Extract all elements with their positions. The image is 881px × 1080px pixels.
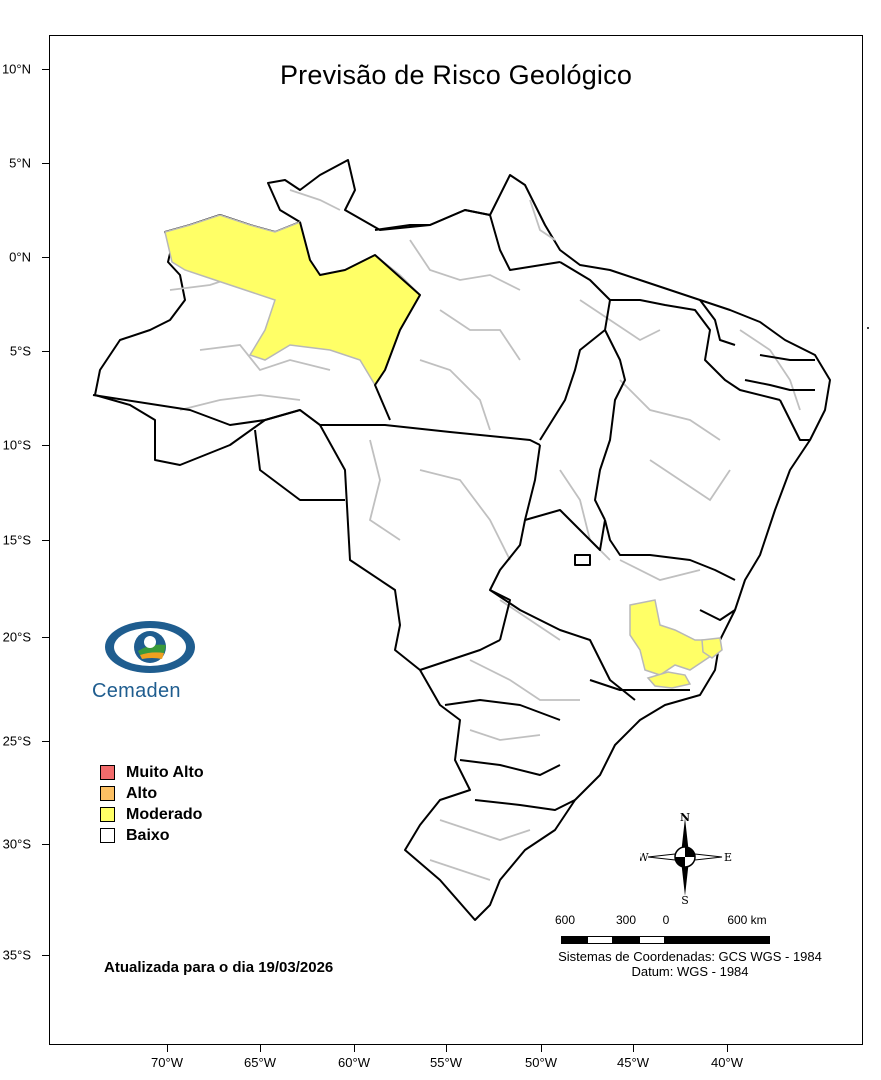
map-title: Previsão de Risco Geológico	[279, 60, 633, 90]
lon-label: 70°W	[151, 1055, 183, 1070]
legend-label: Alto	[126, 784, 158, 802]
lat-label: 5°S	[9, 343, 31, 359]
lat-label: 10°S	[2, 437, 31, 453]
lat-label: 10°N	[1, 61, 31, 77]
compass-rose-icon: N S E W	[640, 811, 732, 905]
lat-label: 0°N	[9, 249, 31, 265]
legend-swatch-alto	[100, 786, 115, 801]
lat-label: 30°S	[2, 836, 31, 852]
legend-swatch-baixo	[100, 828, 115, 843]
crs-text: Sistemas de Coordenadas: GCS WGS - 1984	[558, 949, 822, 964]
scale-label: 600	[554, 913, 576, 927]
legend: Muito Alto Alto Moderado Baixo	[100, 762, 204, 846]
legend-label: Moderado	[126, 805, 203, 823]
lon-label: 50°W	[525, 1055, 557, 1070]
updated-date-text: Atualizada para o dia 19/03/2026	[104, 959, 334, 976]
legend-item: Moderado	[100, 804, 204, 825]
scale-bar: 600 300 0 600 km	[552, 913, 782, 953]
lat-label: 25°S	[2, 733, 31, 749]
lon-label: 65°W	[244, 1055, 276, 1070]
lon-label: 55°W	[430, 1055, 462, 1070]
legend-swatch-moderado	[100, 807, 115, 822]
cemaden-logo	[105, 621, 195, 673]
lon-label: 45°W	[617, 1055, 649, 1070]
legend-label: Baixo	[126, 826, 170, 844]
lat-label: 35°S	[2, 947, 31, 963]
compass-e: E	[724, 851, 732, 864]
legend-label: Muito Alto	[126, 763, 204, 781]
microregion-borders	[169, 189, 801, 881]
scale-label: 300	[615, 913, 637, 927]
legend-item: Baixo	[100, 825, 204, 846]
lat-label: 5°N	[9, 155, 31, 171]
compass-s: S	[681, 894, 689, 905]
lon-label: 40°W	[711, 1055, 743, 1070]
datum-text: Datum: WGS - 1984	[631, 964, 749, 979]
compass-w: W	[640, 851, 649, 864]
risk-area-rio-de-janeiro	[646, 671, 692, 689]
scale-label: 0	[662, 913, 670, 927]
legend-item: Muito Alto	[100, 762, 204, 783]
lat-label: 15°S	[2, 532, 31, 548]
legend-swatch-muito-alto	[100, 765, 115, 780]
lat-label: 20°S	[2, 629, 31, 645]
risk-area-minas-gerais	[629, 599, 722, 676]
risk-area-espirito-santo	[701, 637, 723, 659]
legend-item: Alto	[100, 783, 204, 804]
logo-text: Cemaden	[92, 680, 181, 702]
state-borders	[92, 209, 815, 811]
compass-n: N	[680, 811, 690, 824]
lon-label: 60°W	[338, 1055, 370, 1070]
scale-label: 600 km	[727, 913, 767, 927]
